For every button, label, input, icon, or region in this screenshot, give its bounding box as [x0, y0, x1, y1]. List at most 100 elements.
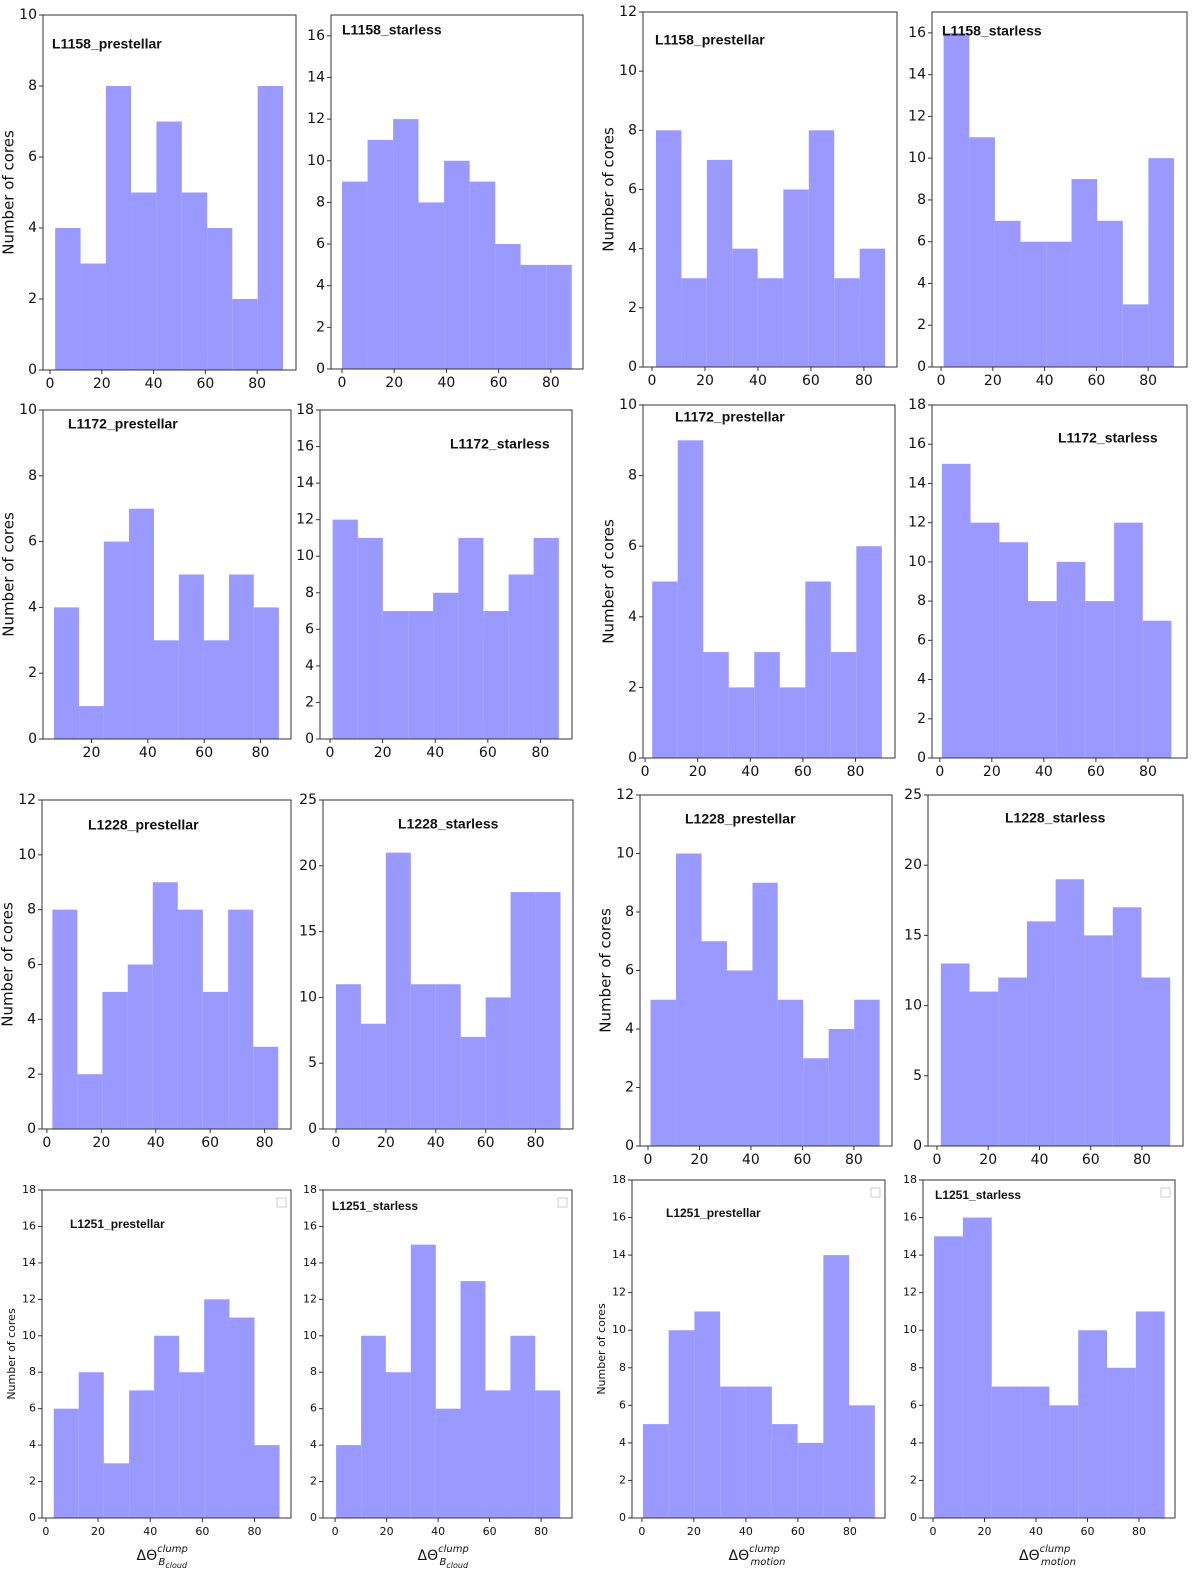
y-tick-label: 10	[303, 1329, 317, 1342]
bar	[823, 1255, 850, 1518]
subplot-title: L1228_starless	[1005, 810, 1106, 826]
x-tick-label: 20	[687, 1525, 701, 1538]
y-tick-label: 18	[296, 402, 314, 418]
y-tick-label: 14	[908, 475, 926, 491]
y-tick-label: 0	[28, 362, 37, 378]
x-tick-label: 60	[490, 375, 508, 391]
bar	[127, 964, 153, 1129]
subplot: 0 2 4 6 8 10 20 40 60 80 L1172_prestellar Number of…	[0, 402, 292, 761]
x-tick-label: 20	[93, 376, 111, 392]
axes-frame	[319, 409, 573, 740]
x-tick-label: 0	[46, 376, 55, 392]
x-tick-label: 20	[691, 1152, 709, 1168]
bar	[53, 607, 80, 739]
bar	[703, 652, 729, 758]
y-tick-label: 6	[28, 149, 37, 165]
y-tick-label: 2	[29, 1475, 36, 1488]
bar	[103, 541, 129, 739]
x-tick-label: 20	[374, 745, 392, 761]
x-tick-label: 40	[749, 373, 767, 389]
y-tick-label: 8	[27, 902, 36, 918]
subplot-title: L1158_prestellar	[655, 32, 765, 48]
x-tick-label: 80	[252, 745, 270, 761]
bar	[444, 160, 470, 369]
bar	[485, 997, 511, 1129]
x-tick-label: 60	[791, 1525, 805, 1538]
bar	[803, 1058, 829, 1146]
x-label-subsub: cloud	[165, 1561, 188, 1570]
x-tick-label: 40	[1029, 1525, 1043, 1538]
x-tick-label: 0	[42, 1525, 49, 1538]
x-label-sub: B	[159, 1557, 166, 1568]
x-tick-label: 0	[644, 1152, 653, 1168]
bar	[80, 263, 106, 370]
x-tick-label: 80	[1133, 1152, 1151, 1168]
x-label-sup: clump	[157, 1544, 188, 1555]
subplot: 0 2 4 6 8 10 12 14 16 18 0 20 40 60 80 L1251_prestellar…	[5, 1183, 292, 1570]
bar	[655, 130, 682, 367]
axes-frame	[931, 404, 1188, 759]
x-label-sub: B	[440, 1557, 447, 1568]
y-tick-label: 10	[908, 150, 926, 166]
y-tick-label: 5	[308, 1055, 317, 1071]
y-tick-label: 16	[908, 436, 926, 452]
bar	[510, 1335, 536, 1518]
y-tick-label: 0	[628, 359, 637, 375]
bar	[779, 687, 806, 758]
subplot: 0 2 4 6 8 10 12 14 16 18 0 20 40 60 80 L1251_prestellar…	[595, 1173, 886, 1568]
x-tick-label: 0	[930, 1525, 937, 1538]
y-tick-label: 16	[22, 1219, 36, 1232]
y-tick-label: 16	[612, 1211, 626, 1224]
bar	[805, 581, 831, 758]
axes-frame	[631, 1179, 886, 1519]
subplot: 0 2 4 6 8 10 12 0 20 40 60 80 L1228_prestellar Number…	[0, 792, 292, 1151]
bar	[1148, 158, 1175, 367]
x-tick-label: 80	[855, 373, 873, 389]
x-tick-label: 0	[935, 764, 944, 780]
x-tick-label: 40	[1035, 764, 1053, 780]
y-tick-label: 8	[910, 1361, 917, 1374]
y-tick-label: 10	[19, 402, 37, 418]
y-tick-label: 10	[18, 847, 36, 863]
y-tick-label: 4	[310, 1438, 317, 1451]
y-tick-label: 10	[903, 1323, 917, 1336]
legend-box	[870, 1187, 881, 1198]
x-tick-label: 80	[843, 1525, 857, 1538]
subplot: 0 5 10 15 20 25 0 20 40 60 80 L1228_starless	[299, 792, 574, 1151]
y-tick-label: 8	[29, 1365, 36, 1378]
y-tick-label: 4	[619, 1436, 626, 1449]
bar	[360, 1023, 386, 1129]
y-tick-label: 10	[616, 846, 634, 862]
subplot: 0 2 4 6 8 10 12 14 16 18 0 20 40 60 80 L1251_starless ΔΘ…	[303, 1183, 573, 1570]
bar	[701, 941, 728, 1146]
x-tick-label: 40	[427, 1135, 445, 1151]
y-tick-label: 8	[316, 194, 325, 210]
y-tick-label: 10	[619, 397, 637, 413]
bar	[969, 991, 999, 1146]
x-tick-label: 60	[794, 1152, 812, 1168]
y-tick-label: 2	[628, 300, 637, 316]
y-tick-label: 14	[296, 475, 314, 491]
y-tick-label: 4	[316, 278, 325, 294]
x-axis-label: ΔΘclump Bcloud	[137, 1544, 188, 1570]
x-tick-label: 0	[338, 375, 347, 391]
bar	[676, 853, 702, 1146]
bar	[154, 640, 179, 739]
bar	[1078, 1330, 1108, 1518]
x-tick-label: 20	[377, 1135, 395, 1151]
bar	[385, 852, 411, 1129]
y-tick-label: 12	[307, 111, 325, 127]
x-tick-label: 60	[1087, 373, 1105, 389]
subplot: 0 2 4 6 8 10 12 14 16 18 0 20 40 60 80 L1172_starless	[296, 402, 573, 761]
y-tick-label: 16	[307, 28, 325, 44]
y-tick-label: 15	[904, 927, 922, 943]
axes-frame	[927, 794, 1184, 1147]
bar	[103, 1463, 130, 1518]
bar	[969, 137, 995, 367]
x-tick-label: 80	[248, 376, 266, 392]
y-tick-label: 6	[316, 236, 325, 252]
x-tick-label: 0	[641, 764, 650, 780]
bar	[991, 1386, 1021, 1518]
axes-frame	[322, 799, 574, 1130]
bar	[418, 202, 445, 369]
